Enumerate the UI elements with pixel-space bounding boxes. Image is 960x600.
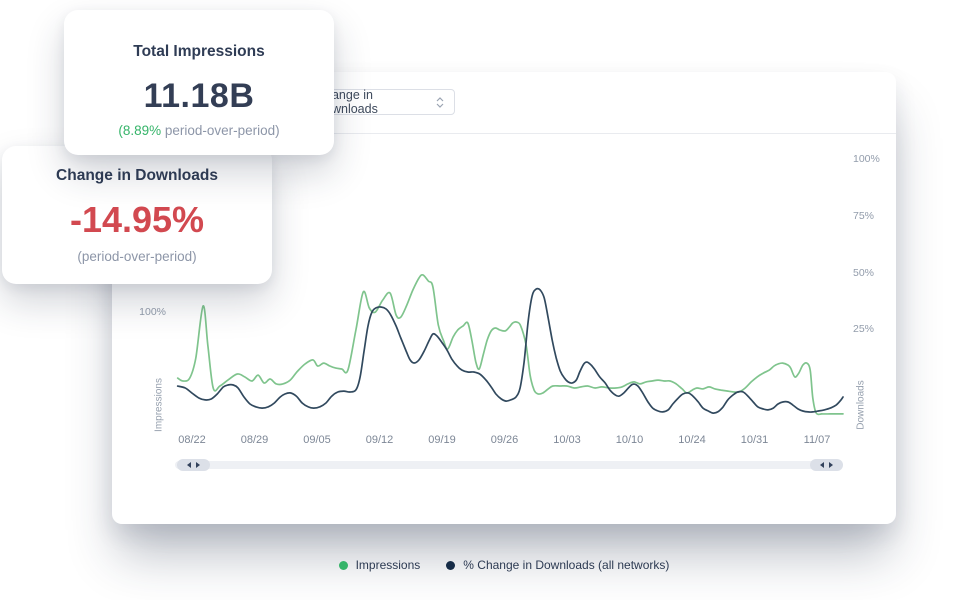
scroll-left-arrow-icon[interactable] <box>820 462 824 468</box>
x-axis-tick: 09/19 <box>428 434 456 446</box>
chart-scrollbar-left-handle[interactable] <box>177 459 210 471</box>
y-axis-tick: 50% <box>853 267 875 279</box>
legend-label-downloads: % Change in Downloads (all networks) <box>463 558 670 572</box>
select-chevron-icon <box>436 96 444 108</box>
chart-plot-area <box>175 150 845 437</box>
x-axis-tick: 08/29 <box>240 434 269 446</box>
y-axis-left-ticks: 100% <box>120 150 166 437</box>
x-axis-tick: 10/03 <box>553 434 581 446</box>
y-axis-tick: 100% <box>853 153 880 165</box>
card-title: Change in Downloads <box>56 167 218 184</box>
delta-percent: (8.89% <box>118 123 162 138</box>
x-axis-tick: 10/24 <box>678 434 706 446</box>
change-in-downloads-card: Change in Downloads -14.95% (period-over… <box>2 146 272 284</box>
total-impressions-value: 11.18B <box>143 77 255 115</box>
chart-svg <box>176 273 844 416</box>
x-axis-labels: 08/22 08/29 09/05 09/12 09/19 09/26 10/03 10/10… <box>175 434 845 448</box>
y-axis-right-title: Downloads <box>855 380 867 430</box>
chart-scrollbar-track[interactable] <box>175 461 843 469</box>
y-axis-right-ticks: 100% 75% 50% 25% <box>853 150 895 437</box>
x-axis-tick: 09/05 <box>303 434 331 446</box>
y-axis-left-title: Impressions <box>153 378 165 432</box>
chart-legend: Impressions % Change in Downloads (all n… <box>112 558 896 572</box>
scroll-right-arrow-icon[interactable] <box>196 462 200 468</box>
scroll-right-arrow-icon[interactable] <box>829 462 833 468</box>
legend-item-downloads[interactable]: % Change in Downloads (all networks) <box>446 558 669 572</box>
x-axis-tick: 10/10 <box>615 434 644 446</box>
card-title: Total Impressions <box>133 43 265 60</box>
legend-label-impressions: Impressions <box>355 558 421 572</box>
scroll-left-arrow-icon[interactable] <box>187 462 191 468</box>
y-axis-tick: 100% <box>139 306 166 318</box>
x-axis-tick: 08/22 <box>178 434 206 446</box>
x-axis-tick: 11/07 <box>803 434 831 446</box>
chart-scrollbar-right-handle[interactable] <box>810 459 843 471</box>
series-line-change-in-downloads-all-networks <box>176 287 844 414</box>
series-line-impressions <box>176 273 844 416</box>
delta-caption: period-over-period) <box>161 123 280 138</box>
total-impressions-card: Total Impressions 11.18B (8.89% period-o… <box>64 10 334 155</box>
metric-dropdown-value: Change in Downloads <box>316 88 378 116</box>
y-axis-tick: 25% <box>853 323 875 335</box>
y-axis-tick: 75% <box>853 210 875 222</box>
x-axis-tick: 09/12 <box>365 434 394 446</box>
impressions-dot-icon <box>338 560 348 570</box>
x-axis-tick: 10/31 <box>740 434 769 446</box>
downloads-dot-icon <box>446 560 456 570</box>
impressions-delta: (8.89% period-over-period) <box>64 122 334 140</box>
change-in-downloads-value: -14.95% <box>69 199 205 240</box>
downloads-caption: (period-over-period) <box>77 249 197 264</box>
x-axis-tick: 09/26 <box>490 434 519 446</box>
legend-item-impressions[interactable]: Impressions <box>338 558 421 572</box>
